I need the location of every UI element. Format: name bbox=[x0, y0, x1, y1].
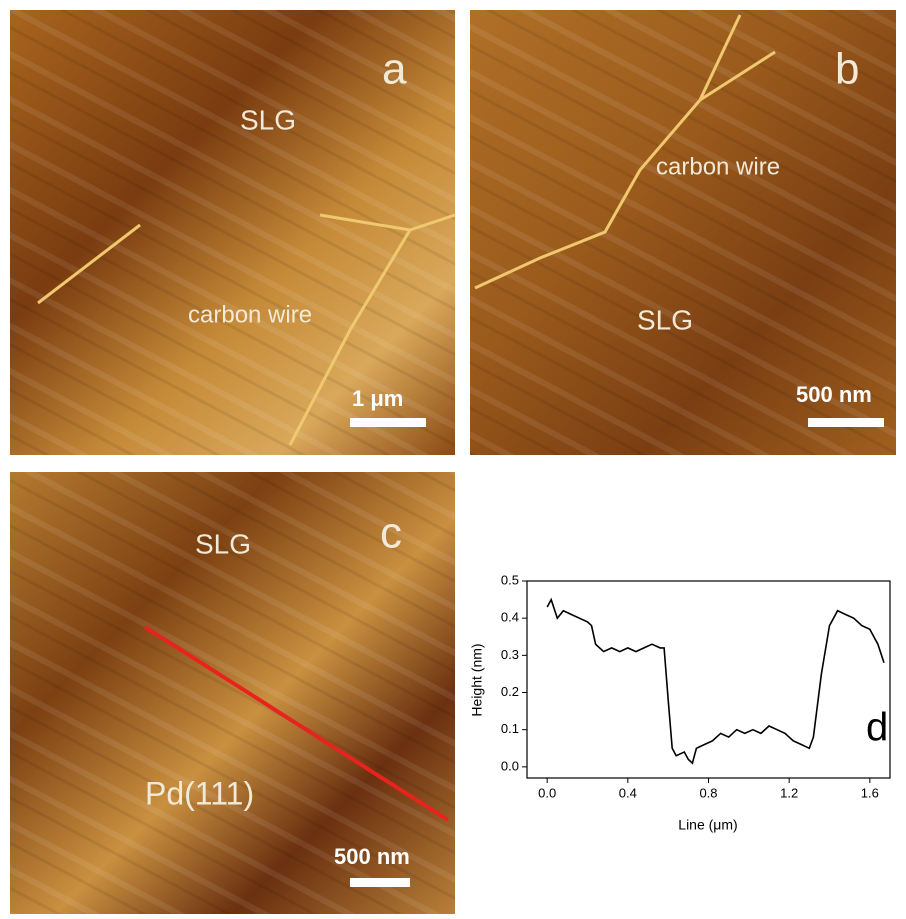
scale-bar bbox=[350, 878, 410, 887]
scale-label: 500 nm bbox=[334, 844, 410, 869]
scale-bar bbox=[808, 418, 884, 427]
y-tick-label: 0.2 bbox=[501, 684, 519, 699]
y-tick-label: 0.4 bbox=[501, 610, 519, 625]
y-tick-label: 0.1 bbox=[501, 721, 519, 736]
panel-label: b bbox=[835, 45, 859, 94]
x-tick-label: 1.2 bbox=[780, 785, 798, 800]
panel-b: b carbon wire SLG 500 nm bbox=[470, 10, 896, 455]
panel-label: c bbox=[380, 509, 402, 558]
x-tick-label: 0.4 bbox=[619, 785, 637, 800]
region-label: SLG bbox=[637, 304, 693, 335]
scale-bar bbox=[350, 418, 426, 427]
region-label: SLG bbox=[195, 528, 251, 559]
texture bbox=[470, 10, 896, 455]
carbon-wire bbox=[474, 14, 776, 290]
feature-label: carbon wire bbox=[188, 301, 312, 328]
texture bbox=[10, 472, 455, 914]
x-tick-label: 1.6 bbox=[861, 785, 879, 800]
scale-label: 500 nm bbox=[796, 382, 872, 407]
x-tick-label: 0.0 bbox=[538, 785, 556, 800]
y-tick-label: 0.0 bbox=[501, 758, 519, 773]
carbon-wire bbox=[37, 213, 456, 446]
panel-label: d bbox=[866, 706, 888, 750]
profile-line bbox=[546, 597, 885, 765]
y-tick-label: 0.3 bbox=[501, 647, 519, 662]
panel-c: c SLG Pd(111) 500 nm bbox=[10, 472, 455, 914]
panel-d: d Line (μm) Height (nm) 0.0 0.4 0.8 1.2 1.6 0… bbox=[469, 572, 891, 833]
panel-a: a SLG carbon wire 1 μm bbox=[10, 10, 456, 455]
panel-label: a bbox=[382, 45, 407, 94]
x-axis-label: Line (μm) bbox=[678, 817, 737, 833]
plot-frame bbox=[526, 580, 891, 779]
feature-label: carbon wire bbox=[656, 153, 780, 180]
y-tick-label: 0.5 bbox=[501, 572, 519, 587]
substrate-label: Pd(111) bbox=[145, 775, 254, 811]
profile-line bbox=[143, 625, 450, 822]
y-axis-label: Height (nm) bbox=[469, 643, 485, 716]
x-tick-label: 0.8 bbox=[699, 785, 717, 800]
texture bbox=[10, 10, 455, 455]
scale-label: 1 μm bbox=[352, 386, 403, 411]
region-label: SLG bbox=[240, 104, 296, 135]
